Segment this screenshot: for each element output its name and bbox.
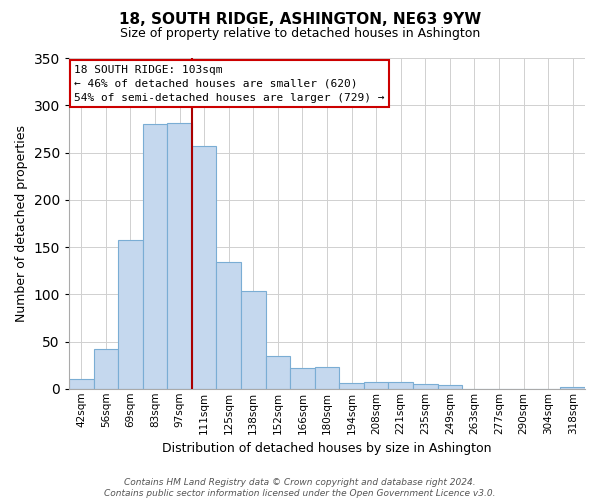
Text: Size of property relative to detached houses in Ashington: Size of property relative to detached ho…	[120, 28, 480, 40]
Bar	[413, 384, 437, 389]
Bar	[339, 383, 364, 389]
Bar	[118, 240, 143, 389]
Bar	[217, 262, 241, 389]
Bar	[560, 387, 585, 389]
Bar	[314, 367, 339, 389]
Bar	[69, 380, 94, 389]
Bar	[437, 385, 462, 389]
X-axis label: Distribution of detached houses by size in Ashington: Distribution of detached houses by size …	[162, 442, 492, 455]
Bar	[290, 368, 314, 389]
Text: 18 SOUTH RIDGE: 103sqm
← 46% of detached houses are smaller (620)
54% of semi-de: 18 SOUTH RIDGE: 103sqm ← 46% of detached…	[74, 64, 385, 102]
Bar	[388, 382, 413, 389]
Bar	[266, 356, 290, 389]
Bar	[241, 292, 266, 389]
Text: 18, SOUTH RIDGE, ASHINGTON, NE63 9YW: 18, SOUTH RIDGE, ASHINGTON, NE63 9YW	[119, 12, 481, 28]
Y-axis label: Number of detached properties: Number of detached properties	[15, 125, 28, 322]
Bar	[364, 382, 388, 389]
Bar	[192, 146, 217, 389]
Bar	[94, 349, 118, 389]
Bar	[143, 124, 167, 389]
Bar	[167, 123, 192, 389]
Text: Contains HM Land Registry data © Crown copyright and database right 2024.
Contai: Contains HM Land Registry data © Crown c…	[104, 478, 496, 498]
